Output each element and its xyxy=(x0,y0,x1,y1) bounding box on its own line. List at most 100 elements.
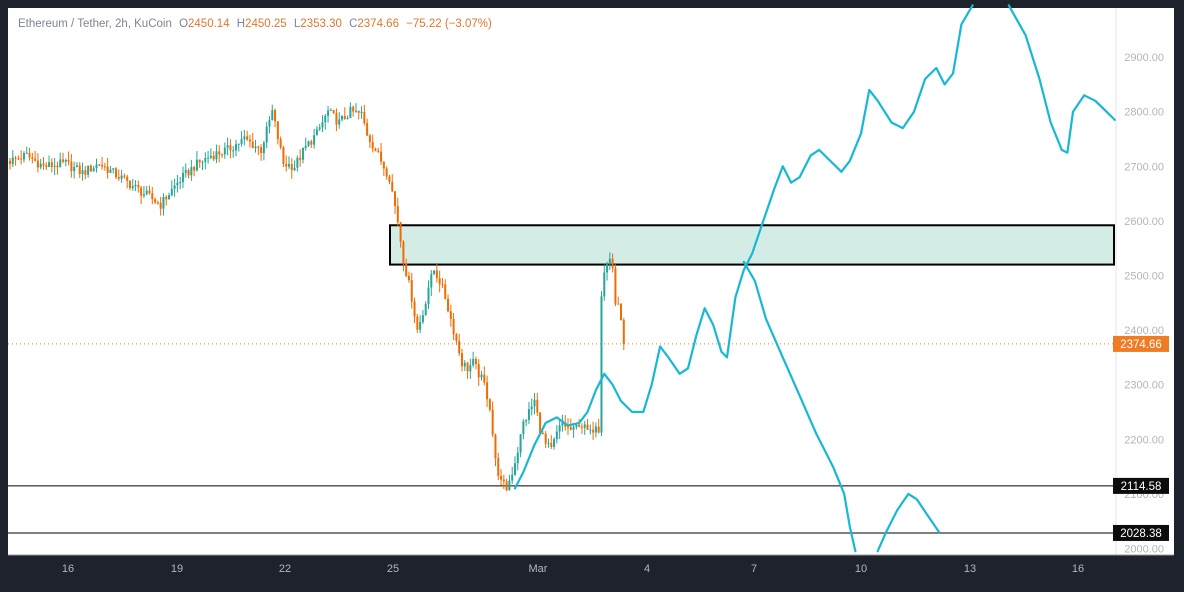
candle-body xyxy=(321,122,324,128)
candle-body xyxy=(248,139,251,142)
candle-body xyxy=(502,479,505,482)
candle-body xyxy=(513,463,516,475)
candle-body xyxy=(260,147,263,154)
candle-body xyxy=(301,147,304,160)
candle-body xyxy=(181,172,184,183)
candle-body xyxy=(187,170,190,176)
candle-body xyxy=(73,166,76,172)
candle-body xyxy=(329,109,332,111)
candle-body xyxy=(223,147,226,155)
candle-body xyxy=(109,169,112,173)
candle-body xyxy=(533,399,536,407)
candle-body xyxy=(477,364,480,378)
candle-body xyxy=(541,433,544,435)
candle-body xyxy=(25,152,28,154)
candle-body xyxy=(500,475,503,480)
candle-body xyxy=(28,152,31,158)
candle-body xyxy=(600,296,603,433)
projection-path-bearish-bounce[interactable] xyxy=(876,492,941,553)
projection-path-bearish[interactable] xyxy=(742,260,857,553)
candle-body xyxy=(296,157,299,168)
candle-body xyxy=(385,168,388,177)
candle-body xyxy=(474,358,477,365)
x-tick-label: 16 xyxy=(1072,563,1084,575)
candle-body xyxy=(293,167,296,171)
candle-body xyxy=(98,164,101,166)
candle-body xyxy=(547,443,550,445)
candle-body xyxy=(156,202,159,204)
candle-body xyxy=(232,150,235,152)
candle-body xyxy=(430,274,433,288)
candle-body xyxy=(611,258,614,269)
candle-body xyxy=(170,188,173,196)
candle-body xyxy=(48,162,51,167)
candle-body xyxy=(285,163,288,167)
candle-body xyxy=(441,284,444,286)
open-value: 2450.14 xyxy=(188,18,230,30)
candle-body xyxy=(480,374,483,378)
candle-body xyxy=(455,334,458,341)
low-value: 2353.30 xyxy=(300,18,342,30)
candle-body xyxy=(67,159,70,162)
candle-body xyxy=(583,424,586,428)
candle-body xyxy=(413,301,416,317)
candle-body xyxy=(254,146,257,149)
candle-body xyxy=(527,409,530,420)
candle-body xyxy=(279,139,282,148)
candle-body xyxy=(221,154,224,156)
candle-body xyxy=(497,458,500,476)
candle-body xyxy=(120,175,123,179)
projection-path-bullish[interactable] xyxy=(513,4,974,490)
candle-body xyxy=(14,157,17,159)
candle-body xyxy=(95,164,98,169)
candle-body xyxy=(488,399,491,410)
candle-body xyxy=(346,117,349,119)
candle-body xyxy=(491,409,494,435)
candle-body xyxy=(603,272,606,297)
candle-body xyxy=(399,222,402,242)
candle-body xyxy=(516,452,519,464)
candle-body xyxy=(366,123,369,136)
candle-body xyxy=(597,426,600,433)
candle-body xyxy=(151,193,154,200)
candle-body xyxy=(45,165,48,167)
candle-body xyxy=(438,278,441,285)
projection-path-bullish-top[interactable] xyxy=(1007,4,1116,154)
candle-body xyxy=(310,141,313,145)
supply-zone[interactable] xyxy=(389,224,1115,266)
y-tick-label: 2400.00 xyxy=(1124,325,1164,337)
y-tick-label: 2900.00 xyxy=(1124,52,1164,64)
candle-body xyxy=(131,185,134,189)
candle-body xyxy=(173,185,176,189)
y-tick-label: 2800.00 xyxy=(1124,107,1164,119)
candle-body xyxy=(335,113,338,125)
candle-body xyxy=(154,199,157,203)
candle-body xyxy=(578,424,581,427)
candle-body xyxy=(410,280,413,302)
candle-body xyxy=(262,142,265,154)
candle-body xyxy=(36,160,39,168)
candle-body xyxy=(525,419,528,422)
candle-body xyxy=(508,480,511,491)
x-tick-label: 25 xyxy=(387,563,399,575)
candle-body xyxy=(324,115,327,123)
candle-body xyxy=(463,362,466,367)
candle-body xyxy=(544,433,547,444)
candle-body xyxy=(341,115,344,120)
candle-body xyxy=(251,141,254,149)
candle-body xyxy=(282,147,285,164)
candle-body xyxy=(207,157,210,159)
candle-body xyxy=(84,170,87,175)
candle-body xyxy=(371,142,374,149)
candle-body xyxy=(176,182,179,186)
candle-body xyxy=(112,168,115,170)
candle-body xyxy=(620,303,623,321)
candle-body xyxy=(354,110,357,112)
candle-body xyxy=(594,426,597,433)
candle-body xyxy=(419,322,422,330)
candle-body xyxy=(315,129,318,136)
candle-body xyxy=(589,429,592,431)
candle-body xyxy=(22,153,25,160)
symbol-label: Ethereum / Tether, 2h, KuCoin xyxy=(18,18,172,30)
